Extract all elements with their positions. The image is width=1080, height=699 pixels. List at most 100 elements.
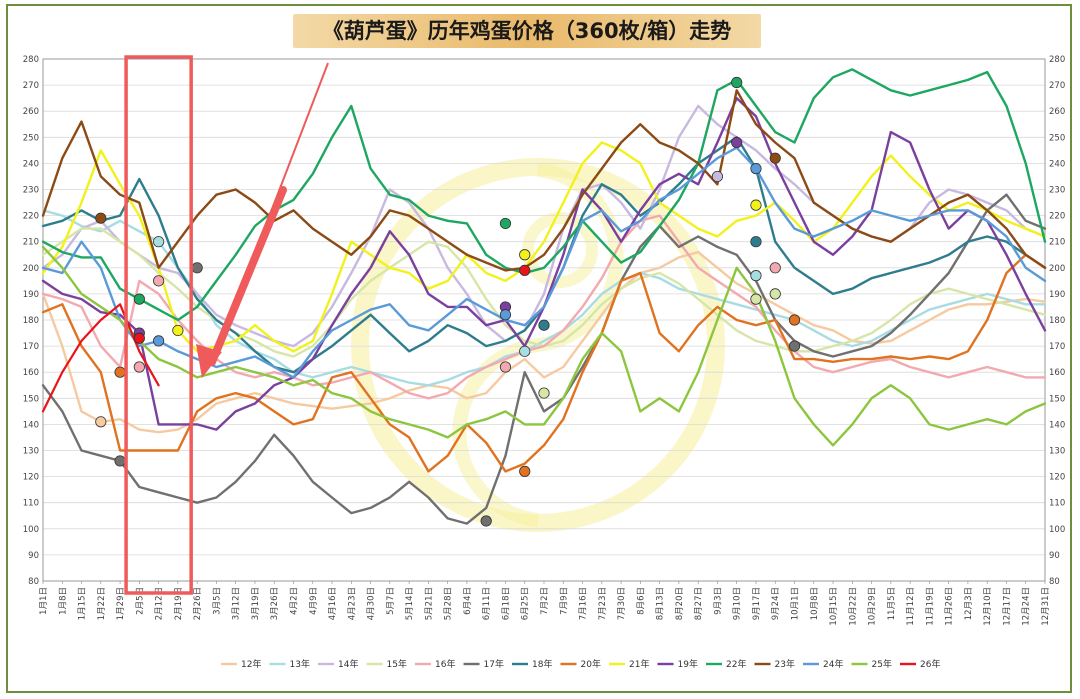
x-tick-label: 7月2日 xyxy=(540,587,550,615)
x-tick-label: 4月9日 xyxy=(309,587,319,615)
chart-title: 《葫芦蛋》历年鸡蛋价格（360枚/箱）走势 xyxy=(322,19,732,43)
data-marker xyxy=(499,309,512,321)
data-marker xyxy=(750,236,762,248)
y-tick-label-left: 260 xyxy=(23,107,39,117)
y-tick-label-right: 250 xyxy=(1049,133,1065,143)
y-tick-label-right: 280 xyxy=(1049,55,1065,65)
data-marker xyxy=(153,236,165,248)
x-tick-label: 6月18日 xyxy=(501,587,511,620)
x-tick-label: 3月26日 xyxy=(270,587,280,620)
x-tick-label: 3月5日 xyxy=(212,587,222,615)
x-tick-label: 8月27日 xyxy=(694,587,704,620)
x-tick-label: 3月19日 xyxy=(251,587,261,620)
legend-label: 23年 xyxy=(775,658,795,670)
data-marker xyxy=(114,455,126,467)
x-tick-label: 9月10日 xyxy=(733,587,743,620)
axes: 80 80 90 90 100 100 110 110 120 120 130 130 140 140 15… xyxy=(23,55,1065,626)
x-tick-label: 1月22日 xyxy=(97,587,107,620)
x-tick-label: 5月28日 xyxy=(444,587,454,620)
x-tick-label: 11月5日 xyxy=(887,587,897,620)
series-line-25年 xyxy=(41,245,1047,447)
y-tick-label-right: 180 xyxy=(1049,316,1065,326)
x-tick-label: 2月26日 xyxy=(193,587,203,620)
data-marker xyxy=(133,361,145,373)
y-tick-label-right: 230 xyxy=(1049,186,1065,196)
data-marker xyxy=(519,264,531,277)
series-line-20年 xyxy=(41,253,1047,473)
x-tick-label: 1月29日 xyxy=(116,587,126,620)
data-marker xyxy=(499,217,512,230)
x-tick-label: 3月12日 xyxy=(232,587,242,620)
x-tick-label: 7月23日 xyxy=(598,587,608,620)
x-tick-label: 4月16日 xyxy=(328,587,338,620)
data-marker xyxy=(769,288,781,300)
x-tick-label: 7月9日 xyxy=(559,587,569,615)
y-tick-label-left: 130 xyxy=(23,447,39,457)
legend-label: 22年 xyxy=(726,658,746,670)
data-marker xyxy=(519,465,531,477)
y-tick-label-right: 220 xyxy=(1049,212,1065,222)
data-marker xyxy=(95,212,107,224)
data-marker xyxy=(711,170,724,183)
legend-label: 12年 xyxy=(241,658,261,670)
x-tick-label: 6月4日 xyxy=(463,587,473,615)
legend-label: 16年 xyxy=(435,658,455,670)
x-tick-label: 5月14日 xyxy=(405,587,415,620)
data-marker xyxy=(538,319,550,331)
y-tick-label-right: 260 xyxy=(1049,107,1065,117)
x-tick-label: 9月3日 xyxy=(713,587,723,615)
y-tick-label-left: 110 xyxy=(23,499,39,509)
data-marker xyxy=(480,515,492,527)
legend-label: 14年 xyxy=(338,658,358,670)
y-tick-label-left: 180 xyxy=(23,316,39,326)
y-tick-label-left: 280 xyxy=(23,55,39,65)
arrow-head xyxy=(196,344,222,378)
y-tick-label-left: 170 xyxy=(23,342,39,352)
data-marker xyxy=(191,262,203,274)
y-tick-label-left: 230 xyxy=(23,186,39,196)
legend-label: 21年 xyxy=(629,658,649,670)
y-tick-label-left: 250 xyxy=(23,133,39,143)
x-tick-label: 2月12日 xyxy=(155,587,165,620)
x-tick-label: 10月8日 xyxy=(810,587,820,620)
x-tick-label: 6月11日 xyxy=(482,587,492,620)
y-tick-label-left: 160 xyxy=(23,368,39,378)
data-marker xyxy=(133,293,145,305)
y-tick-label-left: 90 xyxy=(28,551,39,561)
x-tick-label: 4月2日 xyxy=(290,587,300,615)
watermark-ring xyxy=(351,158,725,532)
legend-label: 17年 xyxy=(484,658,504,670)
legend-label: 13年 xyxy=(290,658,310,670)
y-tick-label-right: 240 xyxy=(1049,159,1065,169)
series-line-13年 xyxy=(41,209,1047,387)
data-marker xyxy=(788,314,801,326)
x-tick-label: 6月25日 xyxy=(521,587,531,620)
x-tick-label: 2月19日 xyxy=(174,587,184,620)
x-tick-label: 12月17日 xyxy=(1002,587,1012,626)
data-marker xyxy=(769,152,781,164)
y-tick-label-left: 100 xyxy=(23,525,39,535)
series-markers xyxy=(95,76,801,527)
legend-label: 24年 xyxy=(823,658,843,670)
data-marker xyxy=(769,262,781,274)
y-tick-label-right: 190 xyxy=(1049,290,1065,300)
y-tick-label-right: 110 xyxy=(1049,499,1065,509)
data-marker xyxy=(788,340,801,352)
chart-title-banner: 《葫芦蛋》历年鸡蛋价格（360枚/箱）走势 xyxy=(293,14,761,48)
x-tick-label: 1月1日 xyxy=(39,587,49,615)
data-marker xyxy=(172,324,184,337)
data-marker xyxy=(519,249,531,261)
data-marker xyxy=(731,136,743,149)
data-marker xyxy=(519,345,531,357)
data-marker xyxy=(538,387,550,399)
x-tick-label: 9月17日 xyxy=(752,587,762,620)
data-marker xyxy=(153,275,165,287)
data-marker xyxy=(499,361,512,373)
arrow-line-thick xyxy=(208,186,287,366)
legend: 12年 13年 14年 15年 16年 17年 18年 20年 21年 19年 22年 23年 24年 2… xyxy=(221,658,940,670)
watermark-dot xyxy=(522,212,598,288)
legend-label: 20年 xyxy=(581,658,601,670)
x-tick-label: 1月8日 xyxy=(58,587,68,615)
y-tick-label-left: 240 xyxy=(23,159,39,169)
data-marker xyxy=(750,270,762,282)
